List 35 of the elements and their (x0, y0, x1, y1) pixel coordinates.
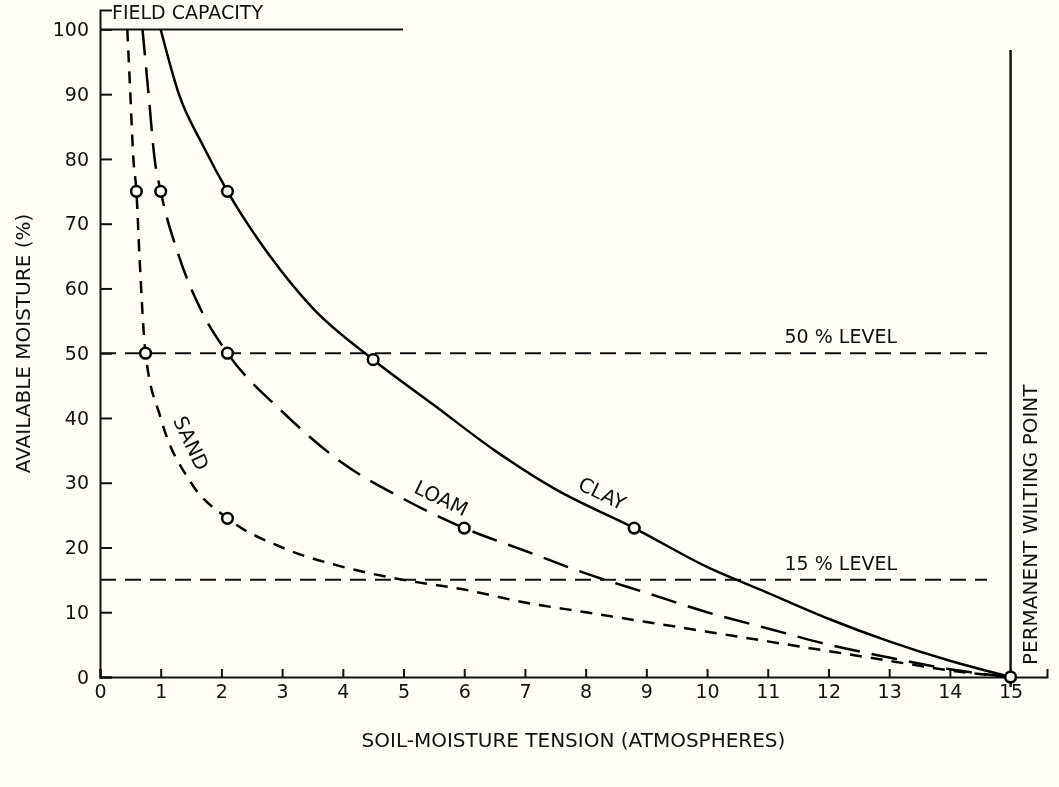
x-tick-label: 3 (276, 680, 289, 702)
ref-line-label: FIELD CAPACITY (112, 1, 264, 24)
x-tick-label: 4 (337, 680, 350, 702)
y-tick-label: 60 (64, 277, 89, 300)
text: SAND (168, 412, 215, 475)
x-tick-label: 9 (640, 680, 653, 702)
y-tick-label: 70 (64, 212, 89, 235)
x-tick-label: 6 (458, 680, 471, 702)
text: CLAY (574, 471, 631, 516)
y-tick-label: 40 (64, 406, 89, 429)
x-tick-label: 5 (397, 680, 411, 702)
x-tick-label: 0 (94, 680, 107, 702)
y-tick-label: 30 (64, 471, 89, 494)
x-tick-label: 7 (519, 680, 532, 702)
x-tick-label: 13 (877, 680, 902, 702)
x-tick-label: 8 (580, 680, 593, 702)
ref-line-label: PERMANENT WILTING POINT (1017, 383, 1042, 665)
y-axis-title: AVAILABLE MOISTURE (%) (11, 213, 35, 474)
y-tick-label: 90 (64, 82, 89, 105)
x-axis-title: SOIL-MOISTURE TENSION (ATMOSPHERES) (361, 728, 786, 752)
x-tick-label: 1 (155, 680, 168, 702)
x-tick-label: 11 (756, 680, 781, 702)
y-tick-label: 20 (64, 536, 89, 559)
x-tick-label: 15 (998, 680, 1024, 702)
y-tick-label: 100 (52, 18, 89, 41)
y-tick-label: 80 (64, 147, 89, 170)
ref-line-label: 15 % LEVEL (784, 551, 898, 574)
x-tick-label: 12 (816, 680, 842, 702)
x-tick-label: 14 (938, 680, 963, 702)
ref-line-label: 50 % LEVEL (784, 325, 898, 348)
y-tick-label: 50 (64, 341, 89, 364)
x-tick-label: 2 (215, 680, 228, 702)
y-tick-label: 0 (76, 665, 89, 688)
y-tick-label: 10 (64, 600, 89, 623)
x-tick-label: 10 (695, 680, 720, 702)
